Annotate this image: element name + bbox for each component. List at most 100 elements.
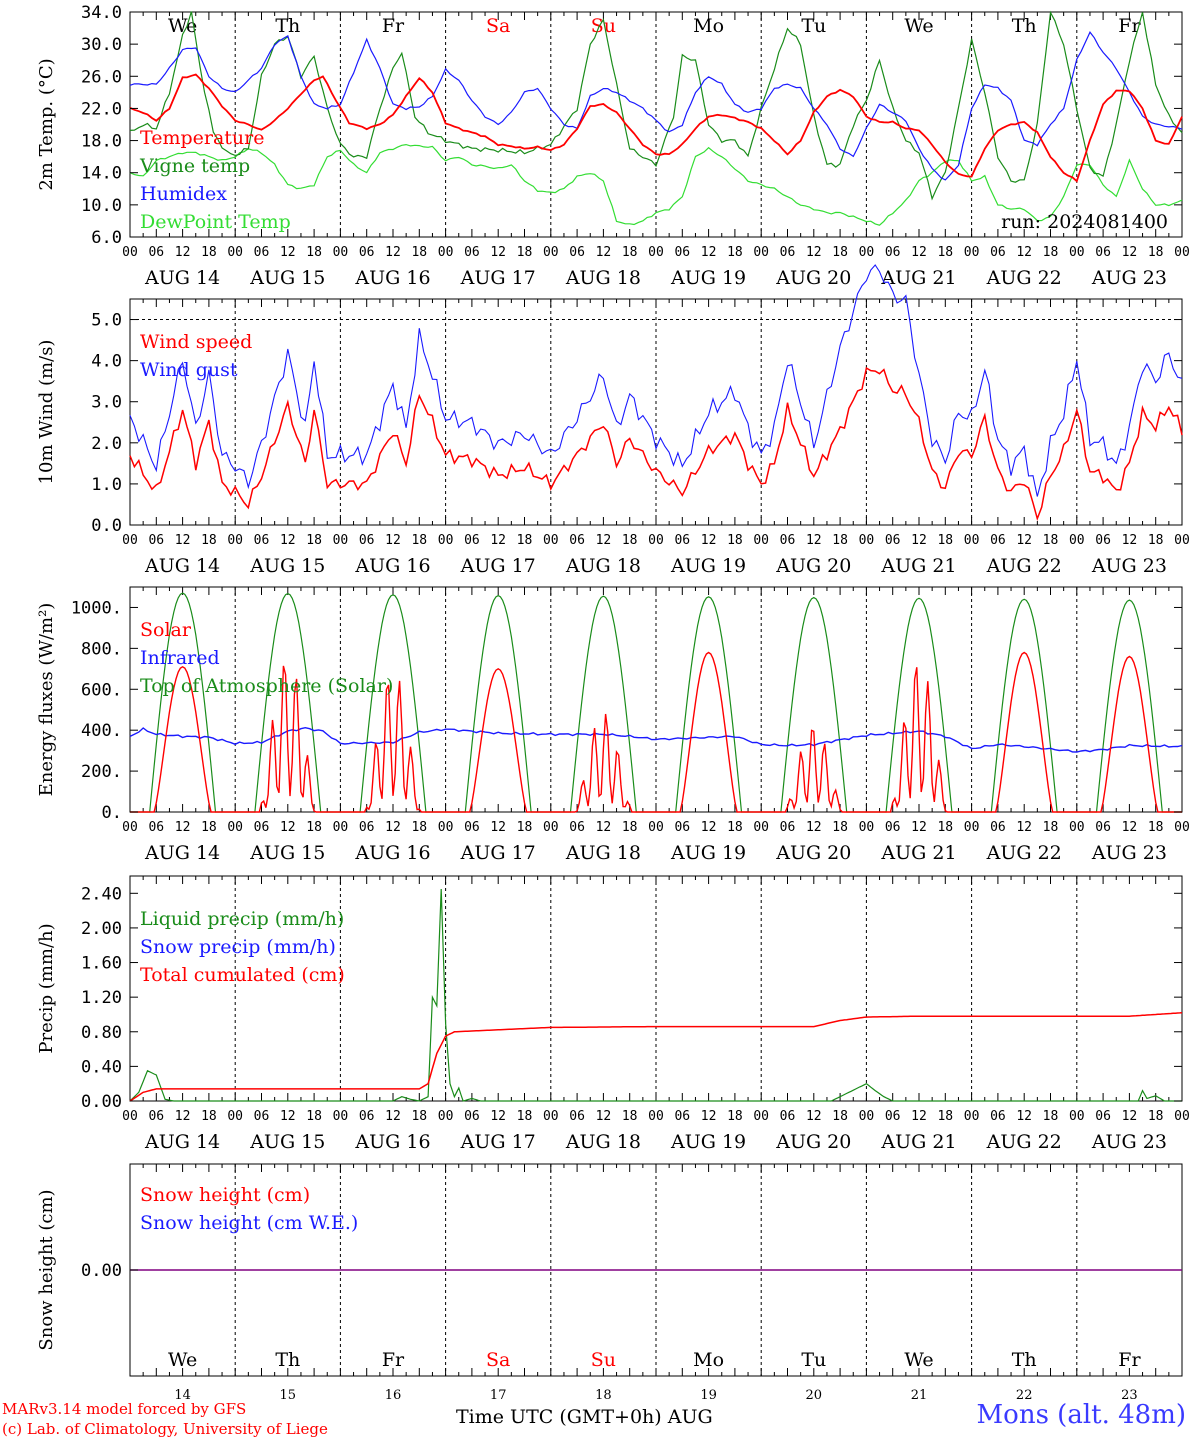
y-tick-label: 6.0 — [91, 228, 122, 248]
hour-tick-label: 00 — [227, 245, 243, 260]
weekday-label: We — [168, 15, 197, 37]
day-number: 16 — [385, 1388, 402, 1403]
day-label: AUG 18 — [565, 1131, 641, 1153]
hour-tick-label: 06 — [1095, 533, 1111, 548]
temperature-line — [129, 73, 1183, 183]
day-label: AUG 15 — [249, 842, 325, 864]
hour-tick-label: 06 — [254, 1109, 270, 1124]
y-tick-label: 10.0 — [81, 196, 122, 216]
day-label: AUG 20 — [775, 555, 851, 577]
hour-tick-label: 06 — [569, 820, 585, 835]
hour-tick-label: 12 — [806, 1109, 822, 1124]
y-tick-label: 26.0 — [81, 67, 122, 87]
hour-tick-label: 00 — [122, 245, 138, 260]
legend-entry: Wind gust — [140, 359, 238, 381]
y-tick-label: 1000. — [71, 598, 122, 618]
weekday-label: Th — [1012, 1349, 1037, 1371]
hour-tick-label: 12 — [701, 245, 717, 260]
hour-tick-label: 00 — [753, 820, 769, 835]
day-number: 22 — [1016, 1388, 1033, 1403]
hour-tick-label: 06 — [885, 1109, 901, 1124]
hour-tick-label: 12 — [596, 820, 612, 835]
hour-tick-label: 06 — [254, 533, 270, 548]
hour-tick-label: 06 — [464, 245, 480, 260]
panel-3 — [129, 586, 1183, 813]
hour-tick-label: 12 — [175, 820, 191, 835]
y-tick-label: 14.0 — [81, 164, 122, 184]
hour-tick-label: 06 — [359, 245, 375, 260]
y-tick-label: 0.00 — [81, 1092, 122, 1112]
day-number: 17 — [490, 1388, 507, 1403]
hour-tick-label: 18 — [1043, 245, 1059, 260]
hour-tick-label: 18 — [622, 245, 638, 260]
hour-tick-label: 12 — [1016, 245, 1032, 260]
weekday-label: We — [904, 1349, 933, 1371]
day-label: AUG 20 — [775, 1131, 851, 1153]
hour-tick-label: 00 — [1174, 245, 1190, 260]
weekday-label: Th — [1012, 15, 1037, 37]
y-tick-label: 0.00 — [81, 1261, 122, 1281]
weekday-label: Sa — [486, 1349, 510, 1371]
hour-tick-label: 06 — [464, 1109, 480, 1124]
time-axis-label: Time UTC (GMT+0h) AUG — [456, 1406, 713, 1428]
wind-gust-line — [129, 264, 1183, 497]
hour-tick-label: 18 — [832, 245, 848, 260]
day-label: AUG 14 — [144, 1131, 220, 1153]
y-tick-label: 400. — [81, 721, 122, 741]
hour-tick-label: 00 — [543, 820, 559, 835]
hour-tick-label: 06 — [569, 1109, 585, 1124]
y-tick-label: 1.0 — [91, 475, 122, 495]
model-credit: MARv3.14 model forced by GFS — [2, 1400, 247, 1418]
day-label: AUG 16 — [354, 1131, 430, 1153]
hour-tick-label: 18 — [306, 245, 322, 260]
day-label: AUG 21 — [880, 267, 956, 289]
legend-entry: Snow height (cm) — [140, 1184, 310, 1206]
hour-tick-label: 18 — [832, 820, 848, 835]
hour-tick-label: 12 — [1122, 245, 1138, 260]
infrared-line — [129, 726, 1183, 753]
dewpoint-line — [129, 143, 1183, 226]
hour-tick-label: 06 — [148, 820, 164, 835]
weekday-label: Th — [275, 1349, 300, 1371]
legend-entry: Temperature — [140, 127, 264, 149]
day-label: AUG 19 — [670, 267, 746, 289]
hour-tick-label: 06 — [990, 820, 1006, 835]
hour-tick-label: 00 — [648, 1109, 664, 1124]
humidex-line — [129, 31, 1183, 181]
day-label: AUG 15 — [249, 267, 325, 289]
legend-2: Wind speed Wind gust — [140, 331, 252, 381]
hour-tick-label: 12 — [175, 245, 191, 260]
hour-tick-label: 18 — [411, 820, 427, 835]
y-tick-label: 18.0 — [81, 132, 122, 152]
weekday-label: We — [168, 1349, 197, 1371]
day-number: 23 — [1121, 1388, 1138, 1403]
weekday-label: Su — [591, 15, 616, 37]
hour-tick-label: 06 — [990, 245, 1006, 260]
hour-tick-label: 18 — [517, 820, 533, 835]
hour-tick-label: 18 — [1043, 533, 1059, 548]
x-axis-labels-3: 00 06 12 18 00 06 12 18 00 06 12 18 00 06 12 18 00 06 12 18… — [122, 820, 1190, 864]
hour-tick-label: 12 — [1016, 1109, 1032, 1124]
day-label: AUG 16 — [354, 555, 430, 577]
y-tick-label: 22.0 — [81, 99, 122, 119]
hour-tick-label: 00 — [122, 1109, 138, 1124]
panel-1: We Th Fr Sa Su Mo Tu We Th Fr run: 2024081400 — [129, 10, 1183, 238]
hour-tick-label: 00 — [438, 1109, 454, 1124]
hour-tick-label: 18 — [201, 245, 217, 260]
hour-tick-label: 00 — [964, 820, 980, 835]
day-label: AUG 23 — [1091, 1131, 1167, 1153]
hour-tick-label: 06 — [569, 533, 585, 548]
weekday-label: Fr — [382, 15, 405, 37]
hour-tick-label: 00 — [543, 1109, 559, 1124]
hour-tick-label: 00 — [859, 533, 875, 548]
hour-tick-label: 12 — [596, 245, 612, 260]
legend-entry: Snow precip (mm/h) — [140, 936, 336, 958]
hour-tick-label: 18 — [517, 1109, 533, 1124]
hour-tick-label: 12 — [490, 1109, 506, 1124]
hour-tick-label: 12 — [490, 820, 506, 835]
hour-tick-label: 18 — [1148, 245, 1164, 260]
y-tick-label: 0.0 — [91, 516, 122, 536]
hour-tick-label: 06 — [780, 533, 796, 548]
x-axis-labels-2: 00 06 12 18 00 06 12 18 00 06 12 18 00 06 12 18 00 06 12 18… — [122, 533, 1190, 577]
hour-tick-label: 06 — [148, 245, 164, 260]
